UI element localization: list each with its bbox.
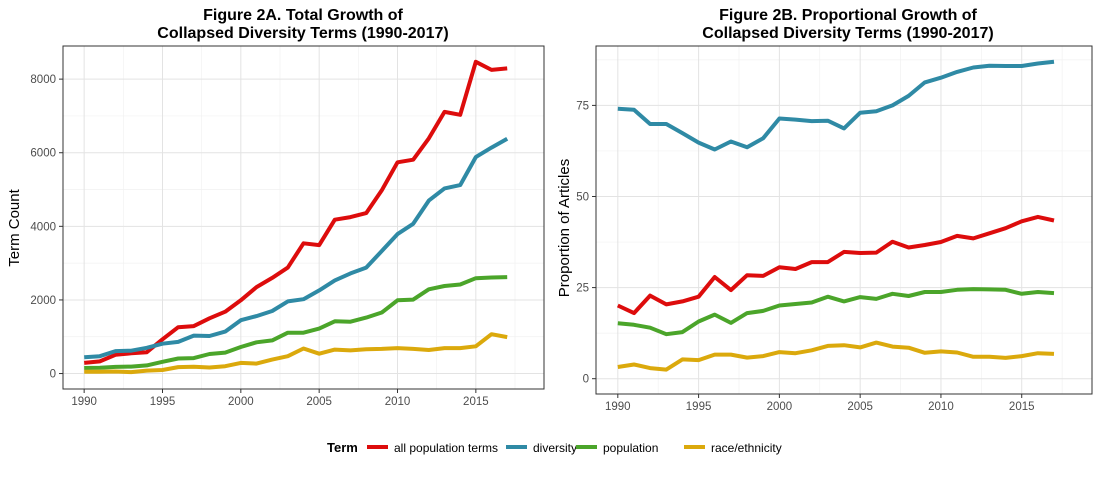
y-axis-title-2a: Term Count [6,188,23,266]
x-tick-label: 2010 [385,396,411,408]
panel-2a: Figure 2A. Total Growth of Collapsed Div… [6,7,545,408]
chart-title-2a-line-2: Collapsed Diversity Terms (1990-2017) [157,25,448,42]
series-line-race-ethnicity-2a [84,332,508,375]
panel-border-2b [595,45,1093,395]
y-tick-label: 4000 [30,221,56,233]
y-tick-label: 0 [50,369,56,381]
series-line-race-ethnicity-2b [617,340,1055,372]
legend-items: all population terms diversity population r… [367,441,782,455]
panel-border-2a [62,45,545,390]
legend: Term all population terms diversity popula… [327,440,782,455]
x-tick-label: 2000 [767,401,793,413]
y-tick-label: 25 [576,283,589,295]
y-tick-label: 6000 [30,148,56,160]
y-tick-label: 75 [576,100,589,112]
legend-title: Term [327,440,358,455]
x-tick-label: 1995 [686,401,712,413]
plot-area-2b: 1990 1995 2000 2005 2010 2015 0 25 50 75 [576,45,1093,413]
x-tick-label: 2000 [228,396,254,408]
series-line-population-2b [617,287,1055,337]
x-tick-label: 1990 [605,401,631,413]
x-tick-label: 2005 [847,401,873,413]
x-tick-label: 1990 [71,396,97,408]
legend-label-population: population [603,441,658,455]
x-tick-label: 2005 [306,396,332,408]
legend-label-all-population-terms: all population terms [394,441,498,455]
x-tick-label: 2015 [1009,401,1035,413]
x-tick-label: 1995 [150,396,176,408]
y-axis-title-2b: Proportion of Articles [556,159,573,297]
y-tick-label: 2000 [30,295,56,307]
y-tick-label: 50 [576,191,589,203]
series-line-diversity-2a [84,136,509,360]
plot-area-2a: 1990 1995 2000 2005 2010 2015 0 2000 4000 6000 800… [30,45,545,408]
panel-background-2b [596,46,1092,394]
x-tick-label: 2015 [463,396,489,408]
legend-label-race-ethnicity: race/ethnicity [711,441,782,455]
series-line-all-population-terms-2b [616,214,1055,316]
legend-label-diversity: diversity [533,441,577,455]
panel-background-2a [63,46,544,389]
series-line-population-2a [84,275,508,370]
y-tick-label: 8000 [30,74,56,86]
chart-title-2b-line-1: Figure 2B. Proportional Growth of [719,7,977,24]
panel-2b: Figure 2B. Proportional Growth of Collap… [556,7,1093,413]
y-tick-label: 0 [583,374,589,386]
series-line-diversity-2b [617,59,1055,152]
chart-title-2a-line-1: Figure 2A. Total Growth of [203,7,403,24]
x-tick-label: 2010 [928,401,954,413]
chart-title-2b-line-2: Collapsed Diversity Terms (1990-2017) [702,25,993,42]
